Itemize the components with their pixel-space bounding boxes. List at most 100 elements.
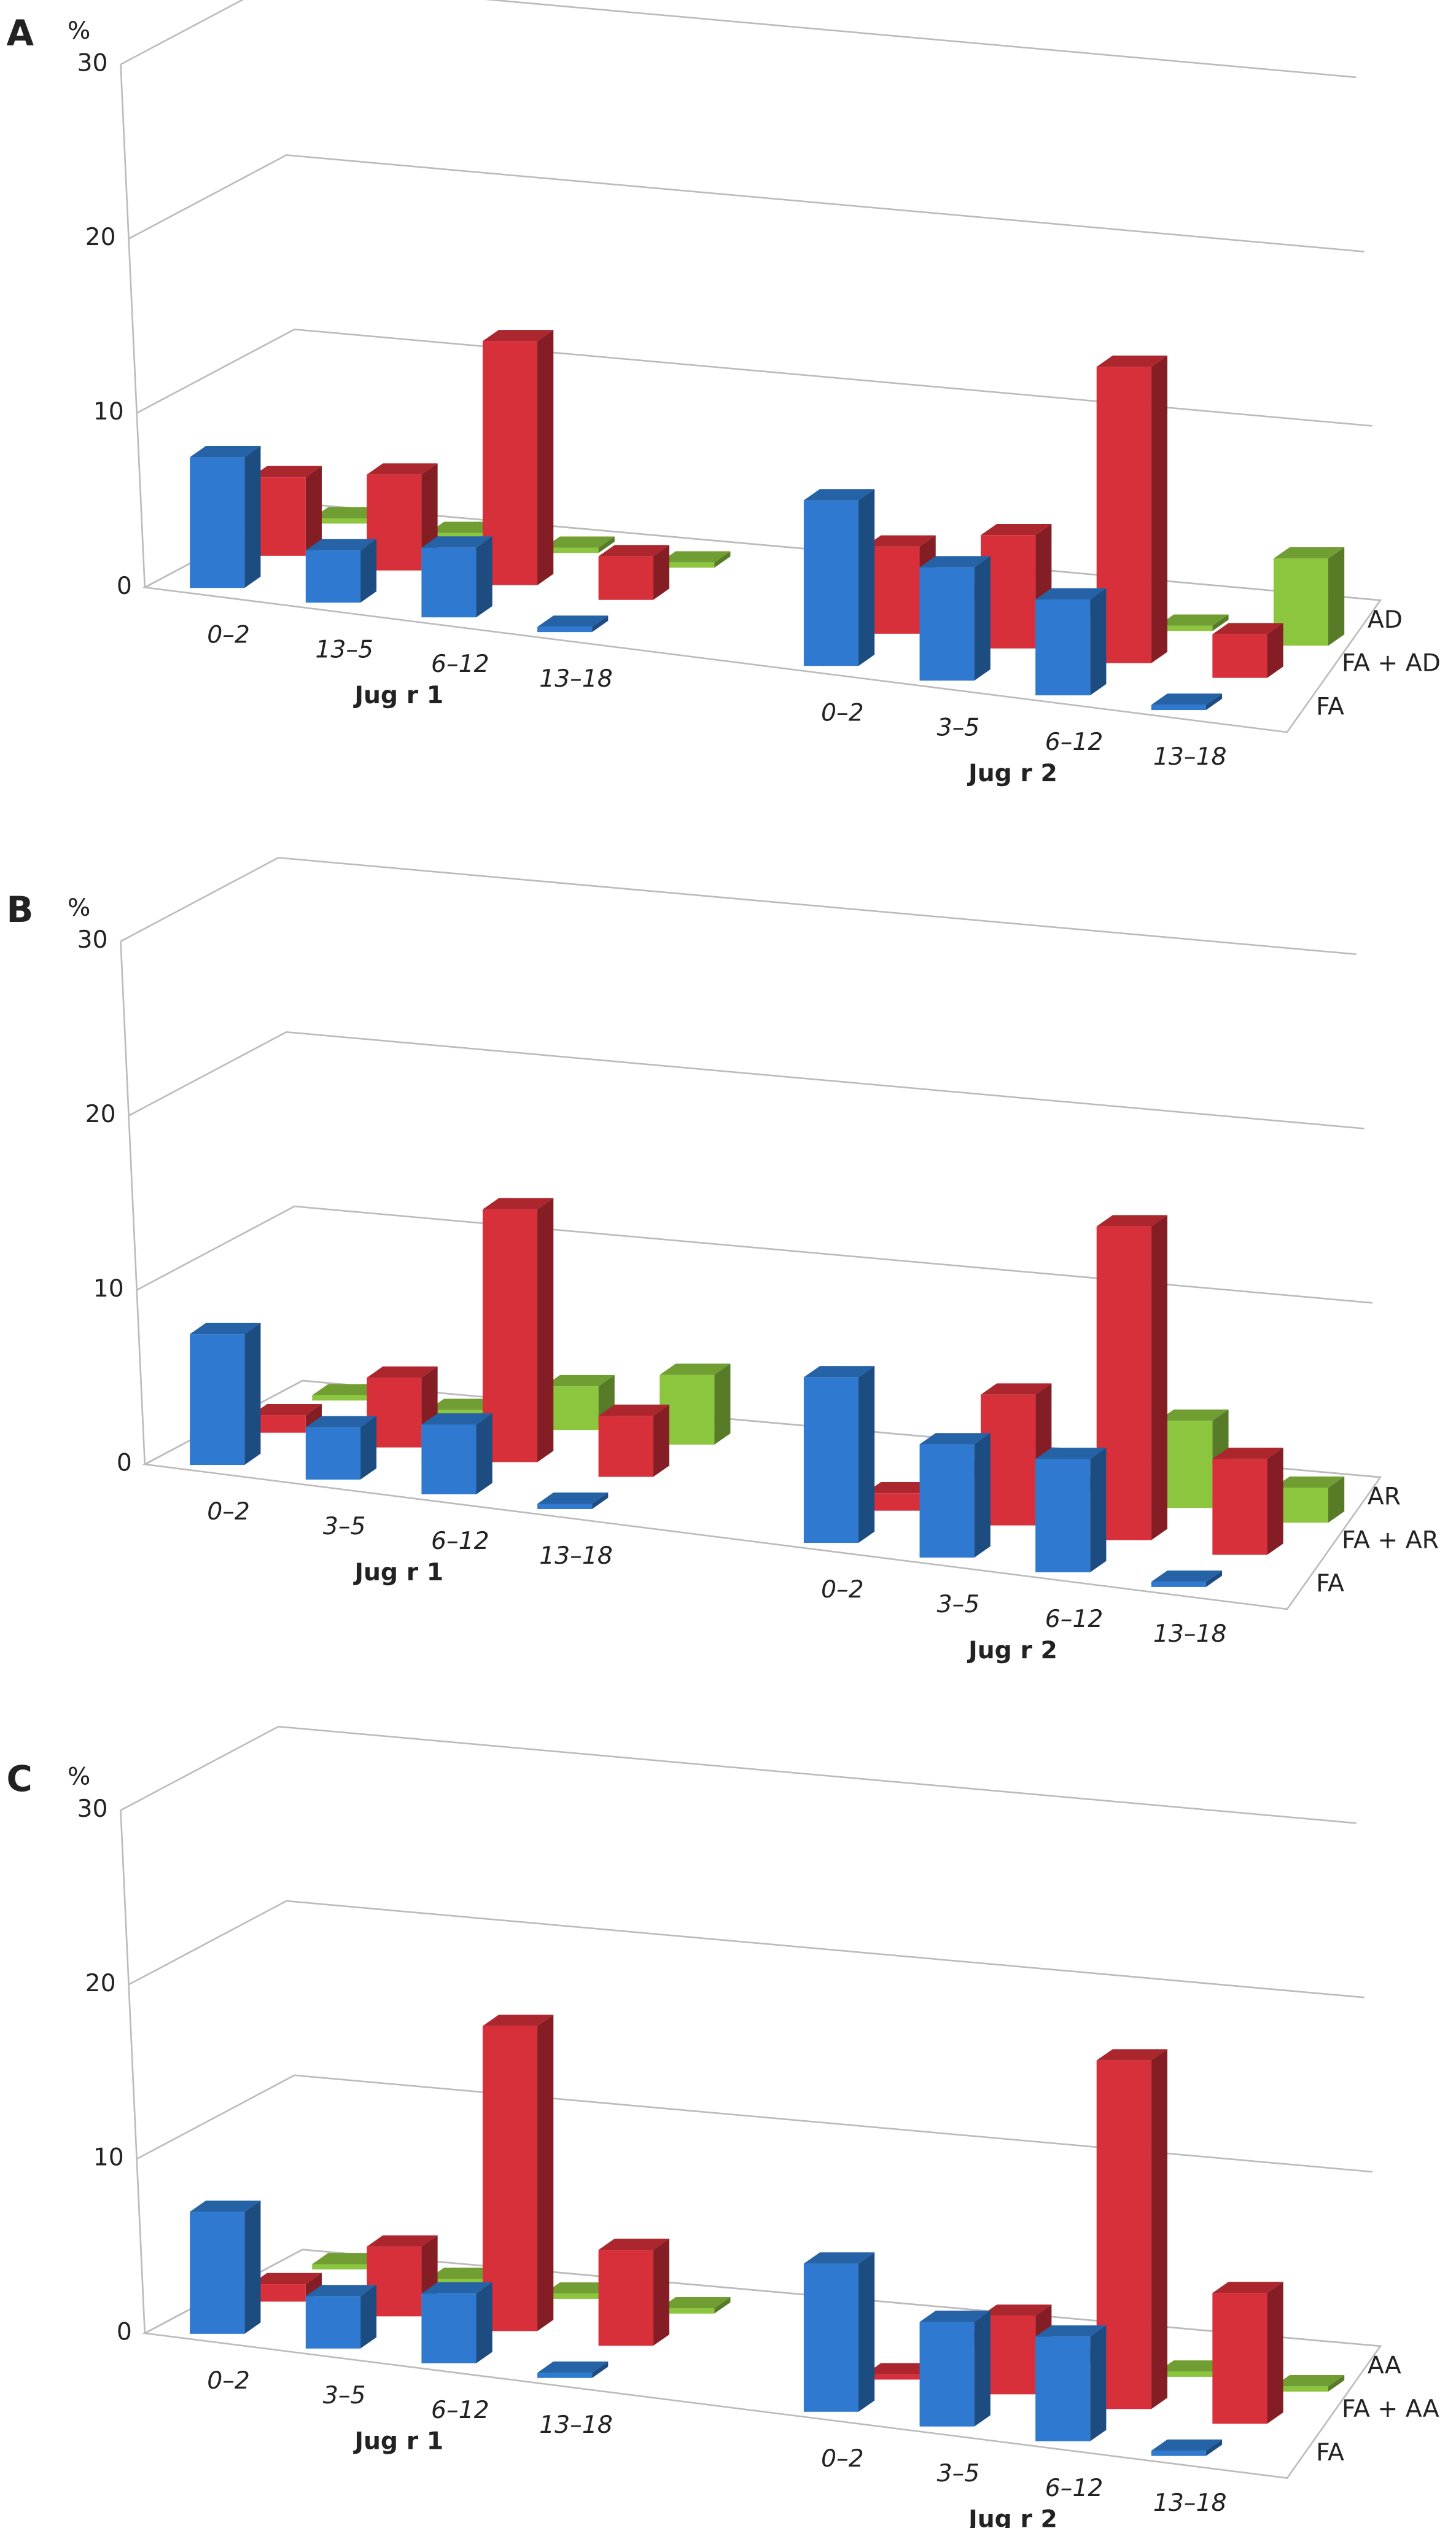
bar-top <box>427 521 499 533</box>
series-label: FA + AD <box>1342 650 1441 677</box>
bar-top <box>1212 1448 1283 1459</box>
bar-top <box>482 2015 554 2026</box>
y-axis <box>120 1810 146 2333</box>
bar <box>865 2374 920 2380</box>
bar-top <box>919 2311 991 2322</box>
bar-top <box>1273 1477 1345 1488</box>
group-label: Jug r 1 <box>352 2428 443 2456</box>
series-label: FA <box>1316 2439 1344 2467</box>
bar-side <box>1151 1215 1167 1540</box>
bar <box>598 1416 653 1477</box>
series-label: FA <box>1316 693 1344 720</box>
bar-top <box>251 466 322 478</box>
bar-top <box>251 1403 322 1416</box>
bar <box>421 1424 477 1495</box>
bar-side <box>858 2252 875 2412</box>
bar-top <box>367 2235 438 2247</box>
x-tick-label: 6–12 <box>1045 1605 1104 1633</box>
bar-side <box>1267 1448 1283 1555</box>
bar <box>919 567 975 681</box>
group-label: Jug r 2 <box>967 760 1057 787</box>
bar-top <box>190 446 261 458</box>
bar-top <box>482 1198 554 1210</box>
bar <box>190 2212 245 2334</box>
bar-top <box>1151 693 1223 705</box>
grid-line <box>136 1205 1372 1304</box>
bar-side <box>592 615 609 633</box>
bar-side <box>974 556 991 681</box>
bar-side <box>537 330 554 585</box>
bar-top <box>1035 588 1107 600</box>
bar-top <box>981 2304 1052 2316</box>
bar-top <box>1273 547 1345 559</box>
grid-line <box>128 154 1365 252</box>
bar-top <box>865 535 936 547</box>
bar-top <box>305 1416 377 1427</box>
bar-top <box>1096 1215 1167 1227</box>
bar-side <box>974 2311 991 2427</box>
bar-top <box>305 2285 377 2296</box>
bar-side <box>1205 1570 1223 1587</box>
bar-side <box>1205 693 1223 711</box>
series-label: FA + AR <box>1342 1526 1439 1554</box>
bar <box>1212 1459 1267 1555</box>
y-axis <box>120 941 146 1465</box>
bar-top <box>305 539 377 551</box>
x-tick-label: 3–5 <box>323 1513 366 1540</box>
x-tick-label: 3–5 <box>937 714 980 741</box>
bar-side <box>537 1198 554 1462</box>
y-tick-label: 10 <box>93 398 124 426</box>
bar <box>421 547 477 618</box>
bar-top <box>1212 2282 1283 2293</box>
bar-top <box>190 1322 261 1335</box>
bar <box>598 556 653 600</box>
bar-side <box>244 1322 261 1465</box>
bar <box>427 1410 483 1416</box>
bar <box>190 457 245 588</box>
bar-top <box>1035 1448 1107 1459</box>
bar <box>543 547 599 553</box>
bar-top <box>543 1375 615 1387</box>
bar-side <box>537 2015 554 2331</box>
bar-side <box>592 2361 609 2378</box>
bar-top <box>598 2238 669 2250</box>
bar <box>1151 704 1206 711</box>
x-tick-label: 3–5 <box>937 2460 980 2487</box>
y-tick-label: 0 <box>117 572 132 600</box>
bar <box>427 533 483 539</box>
bar-top <box>1096 2049 1167 2061</box>
bar-top <box>543 536 615 548</box>
series-label: FA + AA <box>1342 2395 1439 2423</box>
x-tick-label: 6–12 <box>431 1527 489 1555</box>
bar <box>803 500 858 666</box>
grid-line <box>136 2074 1372 2173</box>
bar <box>598 2250 653 2346</box>
x-tick-label: 3–5 <box>937 1591 980 1618</box>
x-tick-label: 6–12 <box>431 2397 489 2424</box>
bar-side <box>858 489 875 666</box>
bar-top <box>537 615 609 627</box>
x-tick-label: 6–12 <box>1045 728 1104 756</box>
bar-top <box>367 463 438 475</box>
bar <box>421 2293 477 2363</box>
bar-top <box>1158 614 1229 626</box>
bar-top <box>919 556 991 568</box>
bar-top <box>1096 355 1167 367</box>
bar <box>427 2279 483 2284</box>
x-tick-label: 13–18 <box>1153 743 1227 771</box>
grid-line <box>136 328 1372 427</box>
group-label: Jug r 1 <box>352 682 443 709</box>
bar-side <box>1090 1448 1107 1572</box>
bar-top <box>543 2282 615 2294</box>
y-tick-label: 30 <box>77 49 108 77</box>
bar-top <box>598 1404 669 1416</box>
bar-top <box>1212 623 1283 634</box>
x-tick-label: 13–5 <box>315 636 373 663</box>
x-tick-label: 3–5 <box>323 2382 366 2409</box>
bar-side <box>653 2238 669 2346</box>
series-label: FA <box>1316 1570 1344 1598</box>
bar-side <box>1267 623 1283 678</box>
bar-top <box>981 523 1052 536</box>
bar-top <box>981 1383 1052 1395</box>
bar-top <box>367 1366 438 1378</box>
